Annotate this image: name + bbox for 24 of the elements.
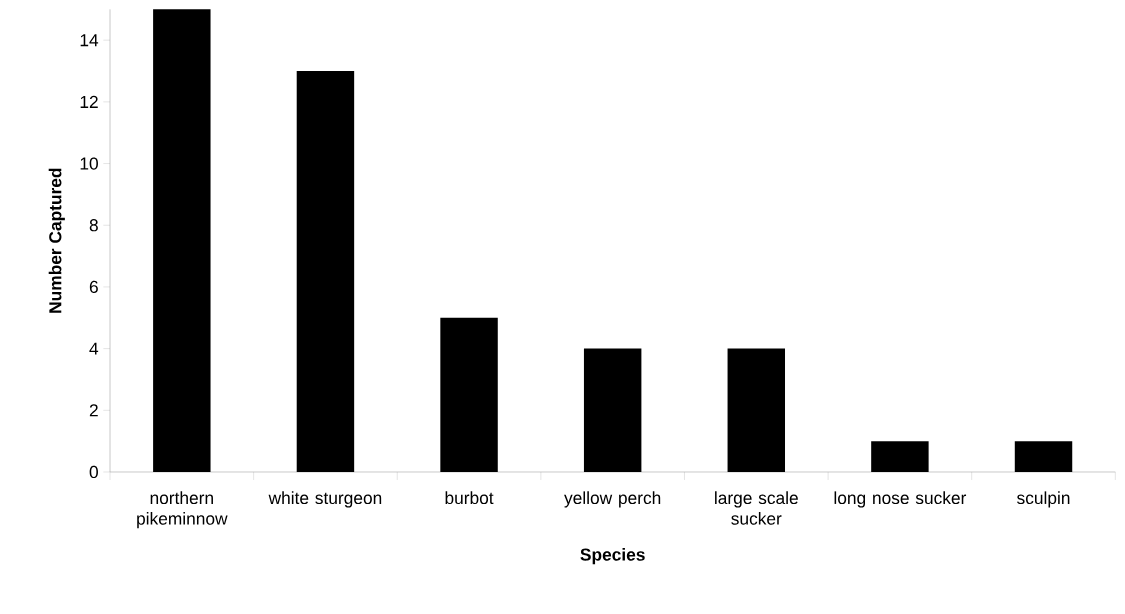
x-tick-label: northern pikeminnow bbox=[137, 491, 228, 529]
y-tick-label: 4 bbox=[89, 342, 99, 355]
bar bbox=[440, 317, 498, 472]
y-axis-title: Number Captured bbox=[48, 168, 65, 313]
x-tick-label: sculpin bbox=[1017, 491, 1070, 508]
y-tick-label: 0 bbox=[89, 465, 98, 479]
y-tick-label: 8 bbox=[89, 219, 98, 232]
x-tick-label: large scale sucker bbox=[715, 491, 798, 525]
x-tick-label: yellow perch bbox=[564, 491, 661, 508]
y-tick-label: 6 bbox=[89, 280, 98, 294]
x-tick-label: long nose sucker bbox=[834, 491, 967, 508]
y-tick-label: 10 bbox=[80, 157, 98, 170]
y-tick-label: 2 bbox=[89, 404, 98, 417]
y-tick-label: 12 bbox=[80, 95, 98, 108]
bar bbox=[153, 9, 211, 472]
bar bbox=[296, 71, 355, 472]
bar bbox=[871, 441, 929, 472]
x-axis-title: Species bbox=[580, 548, 645, 565]
y-tick-label: 14 bbox=[80, 34, 99, 47]
bar bbox=[583, 348, 642, 472]
x-tick-label: white sturgeon bbox=[268, 491, 382, 508]
bar bbox=[727, 348, 786, 472]
bar bbox=[1014, 441, 1073, 472]
x-tick-label: burbot bbox=[445, 491, 494, 505]
